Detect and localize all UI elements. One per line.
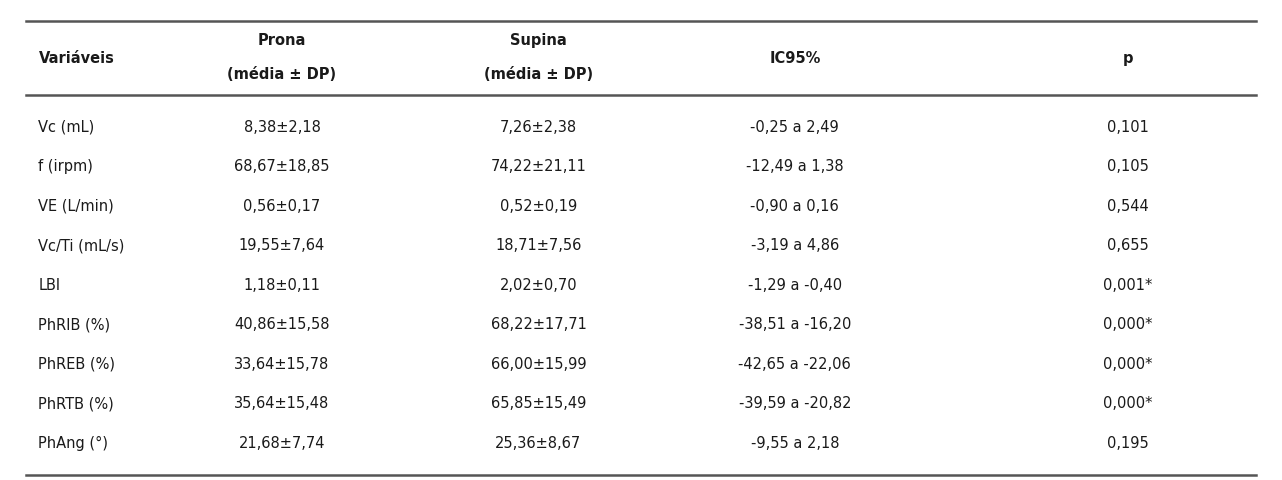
- Text: 18,71±7,56: 18,71±7,56: [495, 238, 582, 253]
- Text: PhRTB (%): PhRTB (%): [38, 395, 114, 410]
- Text: 0,655: 0,655: [1108, 238, 1149, 253]
- Text: PhRIB (%): PhRIB (%): [38, 316, 110, 332]
- Text: Variáveis: Variáveis: [38, 51, 114, 66]
- Text: 0,101: 0,101: [1108, 120, 1149, 135]
- Text: 0,105: 0,105: [1108, 159, 1149, 174]
- Text: 2,02±0,70: 2,02±0,70: [500, 277, 577, 292]
- Text: -42,65 a -22,06: -42,65 a -22,06: [738, 356, 851, 371]
- Text: f (irpm): f (irpm): [38, 159, 94, 174]
- Text: 8,38±2,18: 8,38±2,18: [244, 120, 320, 135]
- Text: 0,544: 0,544: [1108, 198, 1149, 214]
- Text: -12,49 a 1,38: -12,49 a 1,38: [746, 159, 844, 174]
- Text: Vc (mL): Vc (mL): [38, 120, 95, 135]
- Text: -0,90 a 0,16: -0,90 a 0,16: [750, 198, 840, 214]
- Text: 0,001*: 0,001*: [1104, 277, 1153, 292]
- Text: (média ± DP): (média ± DP): [483, 67, 594, 82]
- Text: 19,55±7,64: 19,55±7,64: [238, 238, 326, 253]
- Text: PhAng (°): PhAng (°): [38, 434, 109, 450]
- Text: 0,000*: 0,000*: [1104, 356, 1153, 371]
- Text: 33,64±15,78: 33,64±15,78: [235, 356, 329, 371]
- Text: 25,36±8,67: 25,36±8,67: [495, 434, 582, 450]
- Text: 68,22±17,71: 68,22±17,71: [491, 316, 586, 332]
- Text: (média ± DP): (média ± DP): [227, 67, 337, 82]
- Text: -1,29 a -0,40: -1,29 a -0,40: [747, 277, 842, 292]
- Text: 0,56±0,17: 0,56±0,17: [244, 198, 320, 214]
- Text: 0,000*: 0,000*: [1104, 395, 1153, 410]
- Text: IC95%: IC95%: [769, 51, 820, 66]
- Text: 21,68±7,74: 21,68±7,74: [238, 434, 326, 450]
- Text: PhREB (%): PhREB (%): [38, 356, 115, 371]
- Text: 7,26±2,38: 7,26±2,38: [500, 120, 577, 135]
- Text: LBI: LBI: [38, 277, 60, 292]
- Text: Vc/Ti (mL/s): Vc/Ti (mL/s): [38, 238, 124, 253]
- Text: 0,52±0,19: 0,52±0,19: [500, 198, 577, 214]
- Text: 0,195: 0,195: [1108, 434, 1149, 450]
- Text: -38,51 a -16,20: -38,51 a -16,20: [738, 316, 851, 332]
- Text: p: p: [1123, 51, 1133, 66]
- Text: 0,000*: 0,000*: [1104, 316, 1153, 332]
- Text: 40,86±15,58: 40,86±15,58: [235, 316, 329, 332]
- Text: 66,00±15,99: 66,00±15,99: [491, 356, 586, 371]
- Text: 35,64±15,48: 35,64±15,48: [235, 395, 329, 410]
- Text: VE (L/min): VE (L/min): [38, 198, 114, 214]
- Text: 68,67±18,85: 68,67±18,85: [235, 159, 329, 174]
- Text: -9,55 a 2,18: -9,55 a 2,18: [750, 434, 840, 450]
- Text: -0,25 a 2,49: -0,25 a 2,49: [750, 120, 840, 135]
- Text: 74,22±21,11: 74,22±21,11: [491, 159, 586, 174]
- Text: 65,85±15,49: 65,85±15,49: [491, 395, 586, 410]
- Text: -3,19 a 4,86: -3,19 a 4,86: [751, 238, 838, 253]
- Text: Prona: Prona: [258, 33, 306, 48]
- Text: -39,59 a -20,82: -39,59 a -20,82: [738, 395, 851, 410]
- Text: Supina: Supina: [510, 33, 567, 48]
- Text: 1,18±0,11: 1,18±0,11: [244, 277, 320, 292]
